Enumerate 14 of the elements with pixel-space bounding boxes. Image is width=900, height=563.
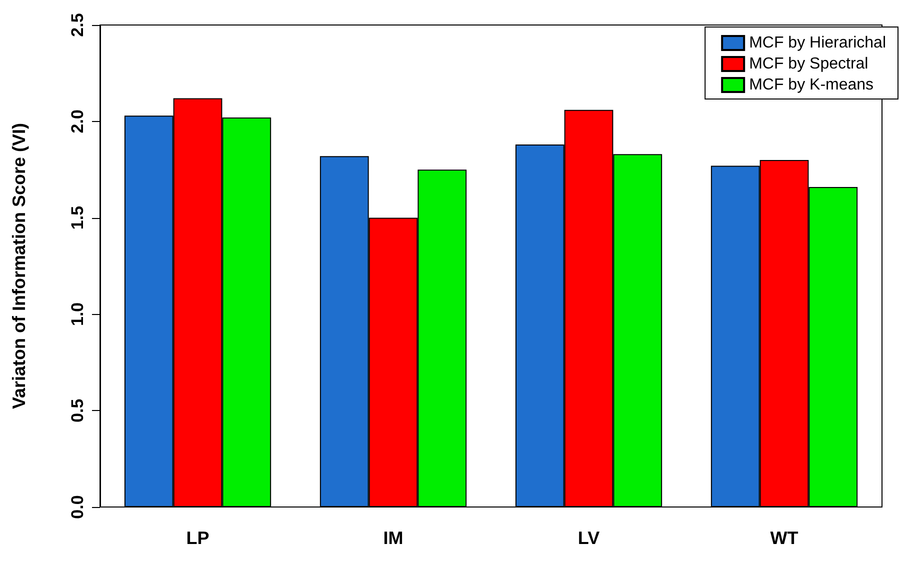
y-tick-label: 2.0	[68, 110, 87, 134]
x-tick-label: LV	[578, 528, 600, 548]
x-tick-label: WT	[770, 528, 798, 548]
y-tick-label: 0.5	[68, 398, 87, 422]
x-tick-label: LP	[186, 528, 210, 548]
y-tick-label: 2.5	[68, 13, 87, 37]
x-tick-label: IM	[383, 528, 404, 548]
legend-label: MCF by K-means	[749, 76, 874, 94]
legend-label: MCF by Hierarichal	[749, 34, 886, 52]
legend-label: MCF by Spectral	[749, 56, 868, 72]
y-tick-label: 0.0	[68, 495, 87, 519]
y-tick-label: 1.5	[68, 206, 87, 230]
y-axis-title: Variaton of Information Score (VI)	[9, 122, 29, 410]
y-tick-label: 1.0	[68, 302, 87, 326]
